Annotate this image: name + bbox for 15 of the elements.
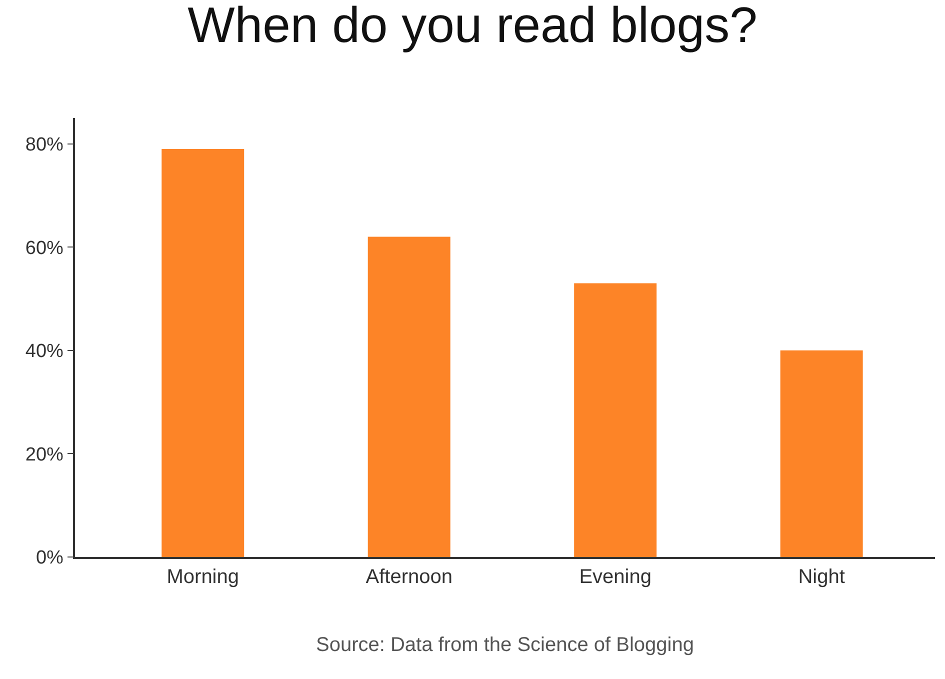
x-tick-label: Night (798, 566, 846, 588)
bar (780, 350, 863, 557)
chart-title: When do you read blogs? (188, 0, 758, 53)
bar (574, 283, 657, 557)
y-tick-label: 60% (25, 238, 64, 259)
y-tick-label: 0% (36, 548, 64, 569)
source-note: Source: Data from the Science of Blogging (316, 634, 694, 656)
bar (162, 148, 244, 557)
y-tick-label: 40% (25, 341, 64, 362)
x-tick-label: Evening (579, 566, 652, 588)
x-tick-label: Morning (166, 566, 240, 588)
x-tick-label: Afternoon (366, 566, 452, 588)
y-tick-label: 80% (25, 134, 64, 156)
bar (368, 236, 450, 557)
y-tick-label: 20% (25, 444, 64, 466)
